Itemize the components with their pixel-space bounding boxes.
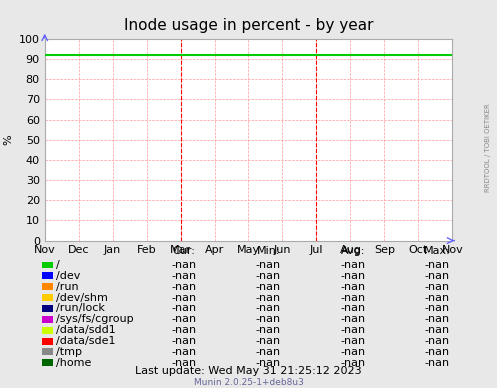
Text: -nan: -nan xyxy=(171,271,196,281)
Text: -nan: -nan xyxy=(171,303,196,314)
Text: -nan: -nan xyxy=(171,358,196,368)
Text: -nan: -nan xyxy=(256,314,281,324)
Text: Avg:: Avg: xyxy=(340,246,365,256)
Text: -nan: -nan xyxy=(340,358,365,368)
Text: -nan: -nan xyxy=(340,260,365,270)
Text: /dev: /dev xyxy=(56,271,80,281)
Text: Munin 2.0.25-1+deb8u3: Munin 2.0.25-1+deb8u3 xyxy=(193,378,304,387)
Text: -nan: -nan xyxy=(256,260,281,270)
Text: Last update: Wed May 31 21:25:12 2023: Last update: Wed May 31 21:25:12 2023 xyxy=(135,365,362,376)
Text: -nan: -nan xyxy=(171,260,196,270)
Text: /data/sdd1: /data/sdd1 xyxy=(56,325,115,335)
Text: Min:: Min: xyxy=(256,246,280,256)
Text: -nan: -nan xyxy=(171,336,196,346)
Text: -nan: -nan xyxy=(340,271,365,281)
Text: -nan: -nan xyxy=(256,271,281,281)
Text: /: / xyxy=(56,260,60,270)
Text: -nan: -nan xyxy=(256,325,281,335)
Text: -nan: -nan xyxy=(425,347,450,357)
Text: -nan: -nan xyxy=(171,293,196,303)
Text: -nan: -nan xyxy=(340,282,365,292)
Text: -nan: -nan xyxy=(425,314,450,324)
Text: /run: /run xyxy=(56,282,79,292)
Text: -nan: -nan xyxy=(425,293,450,303)
Text: -nan: -nan xyxy=(425,325,450,335)
Text: -nan: -nan xyxy=(340,314,365,324)
Text: -nan: -nan xyxy=(171,325,196,335)
Text: -nan: -nan xyxy=(256,293,281,303)
Text: Cur:: Cur: xyxy=(172,246,195,256)
Text: -nan: -nan xyxy=(340,303,365,314)
Text: -nan: -nan xyxy=(425,303,450,314)
Text: -nan: -nan xyxy=(340,293,365,303)
Text: RRDTOOL / TOBI OETIKER: RRDTOOL / TOBI OETIKER xyxy=(485,103,491,192)
Text: -nan: -nan xyxy=(256,336,281,346)
Text: -nan: -nan xyxy=(171,347,196,357)
Text: -nan: -nan xyxy=(340,325,365,335)
Text: -nan: -nan xyxy=(340,336,365,346)
Text: -nan: -nan xyxy=(425,282,450,292)
Text: -nan: -nan xyxy=(171,282,196,292)
Text: -nan: -nan xyxy=(256,303,281,314)
Text: -nan: -nan xyxy=(256,282,281,292)
Text: /sys/fs/cgroup: /sys/fs/cgroup xyxy=(56,314,133,324)
Text: -nan: -nan xyxy=(425,358,450,368)
Text: /home: /home xyxy=(56,358,91,368)
Text: -nan: -nan xyxy=(256,358,281,368)
Text: /data/sde1: /data/sde1 xyxy=(56,336,115,346)
Title: Inode usage in percent - by year: Inode usage in percent - by year xyxy=(124,19,373,33)
Text: -nan: -nan xyxy=(256,347,281,357)
Text: -nan: -nan xyxy=(171,314,196,324)
Text: /tmp: /tmp xyxy=(56,347,82,357)
Text: -nan: -nan xyxy=(425,260,450,270)
Y-axis label: %: % xyxy=(3,134,13,145)
Text: -nan: -nan xyxy=(340,347,365,357)
Text: /run/lock: /run/lock xyxy=(56,303,104,314)
Text: -nan: -nan xyxy=(425,271,450,281)
Text: -nan: -nan xyxy=(425,336,450,346)
Text: /dev/shm: /dev/shm xyxy=(56,293,107,303)
Text: Max:: Max: xyxy=(424,246,451,256)
